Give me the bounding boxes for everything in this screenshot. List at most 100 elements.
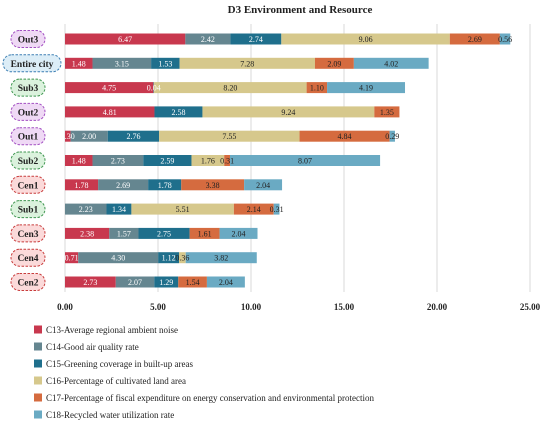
segment-value-label: 2.75 [157, 229, 171, 238]
segment-value-label: 1.48 [72, 59, 86, 68]
bar-segment [449, 33, 500, 45]
bar-segment [179, 57, 315, 69]
segment-value-label: 0.29 [385, 132, 399, 141]
bar-segment [106, 203, 132, 215]
bar-segment [189, 227, 220, 239]
bar-segment [389, 130, 395, 142]
segment-value-labels: 6.47 2.42 2.74 9.06 2.69 0.56 1.48 3.15 1.53 7.28… [61, 35, 512, 287]
legend-label: C13-Average regional ambient noise [46, 325, 178, 335]
bar-segment [115, 276, 155, 288]
bar-segment [109, 227, 139, 239]
bar-segment [299, 130, 390, 142]
category-label: Cen3 [10, 224, 46, 243]
bar-segment [131, 203, 234, 215]
legend: C13-Average regional ambient noise C14-Go… [34, 325, 374, 420]
segment-value-label: 1.29 [159, 278, 173, 287]
category-pill [10, 200, 46, 219]
segment-value-label: 9.24 [281, 108, 295, 117]
segment-value-label: 2.14 [247, 205, 261, 214]
segment-value-label: 6.47 [118, 35, 132, 44]
category-pill [10, 273, 46, 291]
bar-segment [233, 203, 274, 215]
bar-segment [230, 33, 282, 45]
bar-segment [98, 179, 149, 191]
bar-segment [353, 57, 429, 69]
bar-segment [143, 155, 192, 166]
segment-value-label: 2.04 [219, 278, 233, 287]
legend-label: C16-Percentage of cultivated land area [46, 376, 186, 386]
bar-segment [65, 276, 116, 288]
bar-segment [138, 227, 190, 239]
bar-segment [281, 33, 450, 45]
bar-segment [65, 179, 99, 191]
segment-value-label: 2.42 [201, 35, 215, 44]
segment-value-label: 1.61 [198, 229, 212, 238]
segment-value-label: 2.74 [249, 35, 263, 44]
segment-value-label: 0.04 [147, 84, 161, 93]
bar-segment [78, 252, 159, 264]
segment-value-label: 2.76 [126, 132, 140, 141]
bar-segment [185, 33, 231, 45]
bar-segment [65, 82, 154, 94]
segment-value-label: 1.76 [201, 157, 215, 166]
bar-segment [154, 106, 203, 118]
segment-value-label: 1.54 [186, 278, 200, 287]
bar-segment [65, 106, 155, 118]
legend-swatch [34, 325, 42, 334]
segment-value-label: 2.73 [83, 278, 97, 287]
segment-value-label: 0.56 [498, 35, 512, 44]
bar-segment [65, 33, 186, 45]
segment-value-label: 4.19 [359, 84, 373, 93]
segment-value-label: 0.30 [61, 132, 75, 141]
category-label: Cen2 [10, 273, 46, 291]
bar-segment [219, 227, 258, 239]
bar-segment [158, 252, 180, 264]
bar-segment [153, 82, 155, 94]
bar-segment [65, 227, 110, 239]
category-label: Sub2 [10, 151, 46, 170]
category-name: Out1 [18, 133, 39, 143]
category-name: Sub1 [18, 206, 39, 216]
category-label: Out1 [10, 127, 46, 146]
bar-segment [499, 33, 511, 45]
x-tick-label: 5.00 [150, 302, 166, 312]
legend-item: C13-Average regional ambient noise [34, 325, 178, 335]
legend-label: C18-Recycled water utilization rate [46, 410, 174, 420]
segment-value-label: 4.75 [102, 84, 116, 93]
bar-segment [151, 57, 180, 69]
legend-label: C17-Percentage of fiscal expenditure on … [46, 393, 374, 403]
segment-value-label: 1.10 [310, 84, 324, 93]
category-label: Cen4 [10, 248, 46, 267]
bar-segment [191, 155, 225, 166]
category-name: Cen2 [17, 279, 38, 289]
segment-value-label: 2.00 [82, 132, 96, 141]
legend-label: C14-Good air quality rate [46, 342, 139, 352]
segment-value-label: 1.12 [162, 254, 176, 263]
bar-segment [92, 155, 144, 166]
bar-segment [65, 155, 93, 166]
segment-value-label: 4.81 [103, 108, 117, 117]
segment-value-label: 9.06 [359, 35, 373, 44]
segment-value-label: 2.07 [128, 278, 142, 287]
segment-value-label: 2.38 [80, 229, 94, 238]
segment-value-label: 1.34 [112, 205, 126, 214]
category-pill [10, 127, 46, 146]
x-tick-label: 15.00 [334, 302, 355, 312]
category-name: Out3 [18, 36, 39, 46]
segment-value-label: 2.73 [111, 157, 125, 166]
bar-segment [185, 252, 257, 264]
segment-value-label: 1.53 [158, 59, 172, 68]
segment-value-label: 1.78 [75, 181, 89, 190]
bar-segment [374, 106, 400, 118]
segment-value-label: 2.58 [171, 108, 185, 117]
bar-segment [65, 252, 79, 264]
category-pill [10, 175, 46, 194]
segment-value-label: 1.57 [117, 229, 131, 238]
segment-value-label: 2.69 [116, 181, 130, 190]
bar-segment [179, 252, 186, 264]
segment-value-label: 2.04 [256, 181, 270, 190]
bar-segment [65, 203, 107, 215]
legend-item: C17-Percentage of fiscal expenditure on … [34, 393, 374, 403]
legend-swatch [34, 376, 42, 385]
